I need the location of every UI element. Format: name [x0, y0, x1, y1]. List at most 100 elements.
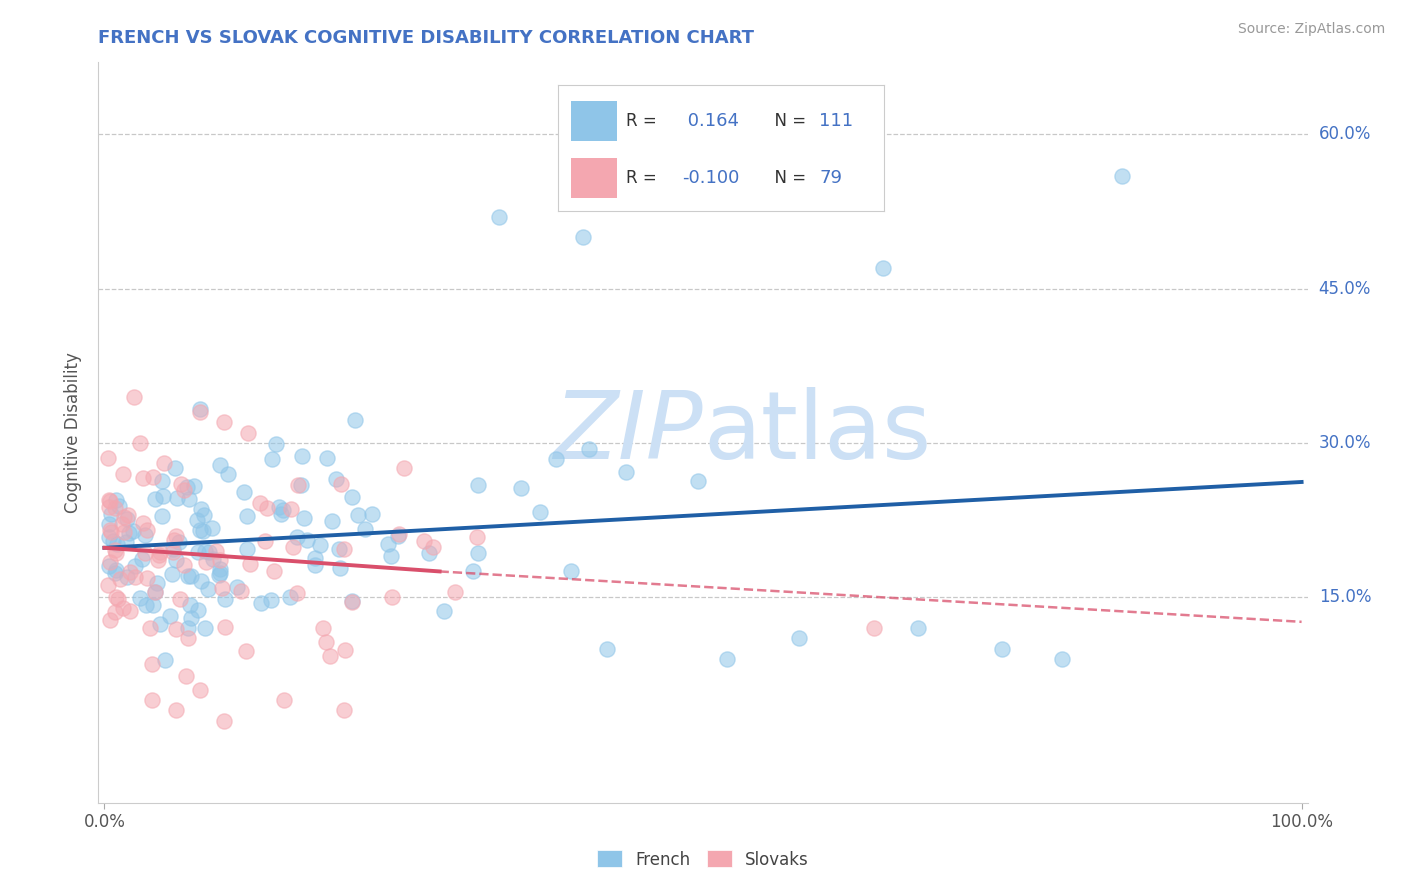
Point [120, 565, 142, 579]
Point [138, 621, 160, 635]
Point [204, 544, 226, 558]
Point [544, 452, 567, 467]
Point [217, 467, 239, 481]
Point [149, 545, 172, 559]
Point [433, 604, 456, 618]
Point [162, 544, 184, 558]
Point [98, 493, 121, 508]
Point [112, 509, 135, 524]
Point [335, 643, 357, 657]
Point [209, 458, 232, 472]
Point [510, 481, 533, 495]
Point [143, 585, 166, 599]
Point [283, 540, 305, 554]
Point [340, 595, 363, 609]
Point [304, 550, 326, 565]
Point [233, 484, 256, 499]
Point [208, 568, 231, 582]
Point [115, 534, 138, 549]
Point [377, 537, 399, 551]
Point [153, 457, 176, 471]
Point [418, 546, 440, 560]
Point [174, 669, 197, 683]
Point [1050, 652, 1073, 666]
Point [146, 576, 169, 591]
Point [165, 703, 187, 717]
Point [249, 495, 271, 509]
Point [105, 546, 128, 560]
Point [201, 521, 224, 535]
Point [149, 616, 172, 631]
Point [129, 591, 152, 606]
Point [190, 502, 212, 516]
Point [120, 604, 142, 618]
Point [177, 622, 200, 636]
Point [280, 502, 302, 516]
Point [104, 500, 127, 515]
Point [98, 492, 121, 507]
Point [173, 558, 195, 572]
Point [191, 524, 214, 538]
Point [208, 553, 231, 567]
Point [148, 548, 170, 562]
Point [330, 477, 353, 491]
Point [344, 413, 367, 427]
Point [354, 522, 377, 536]
Text: 30.0%: 30.0% [1319, 434, 1371, 452]
Point [150, 509, 173, 524]
Point [347, 508, 370, 522]
Point [271, 503, 294, 517]
Legend: French, Slovaks: French, Slovaks [598, 850, 808, 869]
Point [194, 544, 217, 558]
Point [381, 590, 404, 604]
Point [112, 600, 135, 615]
Point [177, 631, 200, 645]
Point [150, 474, 173, 488]
Point [229, 584, 252, 599]
Point [285, 585, 308, 599]
Point [325, 472, 347, 486]
Text: atlas: atlas [703, 386, 931, 479]
Point [614, 465, 637, 479]
Point [467, 477, 489, 491]
Point [97, 500, 120, 514]
Point [160, 567, 183, 582]
Point [100, 507, 122, 521]
Point [225, 580, 247, 594]
Point [136, 571, 159, 585]
Text: ZIP: ZIP [554, 387, 703, 478]
Point [155, 653, 177, 667]
Point [263, 564, 285, 578]
Point [183, 479, 205, 493]
Point [321, 514, 343, 528]
Point [572, 230, 595, 244]
Point [208, 566, 231, 580]
Point [98, 555, 121, 569]
Point [124, 558, 146, 573]
Point [165, 553, 187, 567]
Point [304, 558, 326, 572]
Point [118, 526, 141, 541]
Point [165, 461, 187, 475]
Point [162, 542, 184, 557]
Point [290, 478, 312, 492]
Point [122, 390, 145, 404]
Point [560, 564, 582, 578]
Point [152, 489, 174, 503]
Point [214, 592, 236, 607]
Point [578, 442, 600, 456]
Point [596, 641, 619, 656]
Point [309, 538, 332, 552]
Point [328, 541, 350, 556]
Point [100, 524, 122, 539]
Point [315, 451, 337, 466]
Point [166, 491, 188, 505]
Point [333, 541, 356, 556]
Point [315, 634, 337, 648]
Point [387, 529, 409, 543]
Point [211, 581, 233, 595]
Point [134, 527, 156, 541]
Point [115, 570, 138, 584]
Point [98, 530, 121, 544]
Point [179, 599, 201, 613]
